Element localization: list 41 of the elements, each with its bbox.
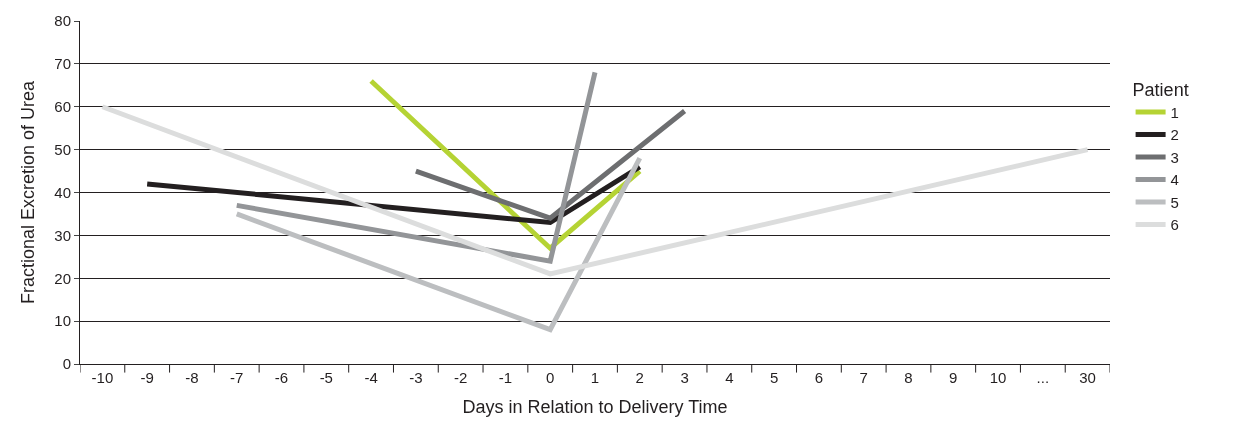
x-tick-label: 4: [725, 369, 734, 386]
y-tick-label: 30: [54, 226, 71, 244]
y-tick-label: 80: [54, 12, 71, 30]
x-tick-label: 6: [814, 369, 824, 386]
x-tick-label: 30: [1079, 369, 1096, 386]
x-tick-label: 7: [859, 369, 868, 386]
x-tick-label: -7: [230, 369, 244, 386]
x-tick-label: -6: [274, 369, 289, 386]
legend-label: 2: [1170, 126, 1179, 144]
legend-label: 4: [1170, 171, 1179, 189]
x-tick-label: -10: [91, 369, 114, 386]
x-tick-label: 5: [769, 369, 779, 386]
x-tick-label: -4: [364, 369, 378, 386]
x-tick-label: 0: [546, 369, 555, 386]
y-tick-label: 40: [54, 183, 71, 201]
x-tick-label: -2: [453, 369, 468, 386]
x-tick-label: -1: [498, 369, 513, 386]
x-tick-label: 3: [680, 369, 689, 386]
legend-label: 6: [1170, 216, 1179, 234]
x-tick-label: -5: [319, 369, 333, 386]
x-tick-label: ...: [1036, 369, 1050, 386]
x-tick-label: 2: [635, 369, 644, 386]
x-axis-title: Days in Relation to Delivery Time: [462, 397, 728, 418]
x-tick-label: 1: [590, 369, 600, 386]
x-tick-label: 10: [989, 369, 1007, 386]
legend-label: 5: [1170, 193, 1179, 211]
x-tick-label: -9: [140, 369, 154, 386]
y-tick-label: 70: [54, 55, 71, 73]
x-tick-label: 9: [949, 369, 958, 386]
legend-label: 3: [1170, 148, 1179, 166]
legend-title: Patient: [1132, 79, 1189, 100]
y-tick-label: 50: [54, 140, 71, 158]
y-tick-label: 0: [62, 355, 71, 373]
y-tick-label: 60: [54, 98, 71, 115]
y-tick-label: 20: [54, 269, 71, 287]
legend-label: 1: [1170, 103, 1179, 121]
y-tick-label: 10: [54, 312, 71, 330]
x-tick-label: 8: [904, 369, 913, 386]
y-axis-title: Fractional Excretion of Urea: [17, 79, 38, 305]
x-tick-label: -3: [409, 369, 423, 386]
x-tick-label: -8: [185, 369, 199, 386]
